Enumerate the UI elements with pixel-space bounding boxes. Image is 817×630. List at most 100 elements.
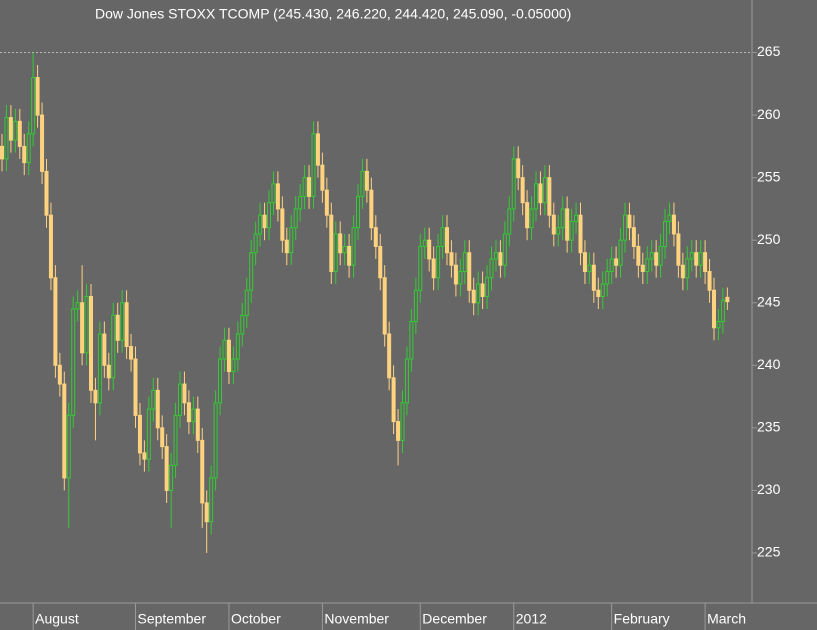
- candle-body: [62, 383, 67, 479]
- candle-body: [66, 414, 71, 479]
- candle-body: [712, 289, 716, 329]
- candle-body: [200, 439, 205, 504]
- candle-body: [84, 295, 89, 354]
- candle-body: [191, 408, 196, 423]
- candle-body: [244, 289, 249, 316]
- candle-body: [22, 145, 27, 164]
- candle-body: [574, 214, 579, 222]
- candle-body: [600, 283, 605, 297]
- candle-body: [80, 302, 85, 354]
- candle-body: [703, 252, 708, 272]
- candle-body: [53, 277, 58, 366]
- candle-body: [209, 477, 214, 523]
- candle-body: [507, 208, 512, 235]
- candle-body: [320, 164, 325, 191]
- candle-body: [667, 214, 672, 222]
- candle-body: [120, 302, 125, 341]
- candle-body: [569, 220, 574, 241]
- candle-body: [284, 239, 289, 254]
- candle-body: [262, 214, 267, 229]
- candle-body: [551, 214, 556, 235]
- candle-body: [400, 402, 405, 441]
- candle-body: [707, 270, 712, 291]
- candle-body: [431, 258, 436, 279]
- candle-body: [694, 252, 699, 266]
- y-tick-label: 225: [757, 544, 781, 560]
- x-tick-label: October: [231, 611, 281, 627]
- candle-body: [654, 252, 659, 266]
- candle-body: [511, 158, 516, 210]
- candle-body: [271, 183, 276, 204]
- candle-body: [556, 227, 561, 235]
- candle-body: [133, 358, 138, 416]
- candle-body: [663, 220, 668, 247]
- candle-body: [498, 252, 503, 266]
- candle-body: [164, 446, 169, 491]
- candle-body: [671, 214, 676, 235]
- candle-body: [640, 264, 645, 272]
- candle-body: [93, 389, 98, 404]
- candle-body: [480, 283, 485, 297]
- candle-body: [453, 264, 458, 285]
- chart-title: Dow Jones STOXX TCOMP (245.430, 246.220,…: [95, 6, 571, 22]
- candle-body: [596, 289, 601, 297]
- candle-body: [182, 383, 187, 404]
- candle-body: [222, 339, 227, 360]
- candle-body: [720, 299, 725, 323]
- x-tick-label: December: [422, 611, 487, 627]
- candle-body: [13, 120, 18, 141]
- candle-body: [160, 427, 165, 448]
- candle-body: [360, 170, 365, 197]
- candle-body: [649, 252, 654, 260]
- candle-body: [89, 295, 93, 391]
- candle-body: [685, 258, 690, 279]
- candle-body: [369, 189, 374, 229]
- candle-body: [471, 289, 476, 304]
- candle-body: [26, 133, 31, 164]
- y-tick-label: 255: [757, 168, 781, 184]
- candle-body: [0, 145, 4, 160]
- candle-body: [333, 233, 338, 272]
- candle-body: [534, 183, 538, 210]
- candle-body: [529, 208, 534, 229]
- candle-body: [485, 277, 490, 297]
- candle-body: [342, 245, 347, 254]
- candle-body: [445, 227, 449, 254]
- candle-body: [391, 377, 396, 423]
- candle-body: [302, 177, 307, 197]
- candle-body: [311, 133, 316, 197]
- candle-body: [614, 258, 619, 266]
- candle-body: [404, 358, 409, 404]
- candle-body: [111, 314, 116, 379]
- x-tick-label: March: [707, 611, 746, 627]
- candle-body: [186, 402, 191, 423]
- candle-body: [396, 421, 401, 441]
- candle-body: [44, 170, 49, 216]
- candle-body: [658, 245, 663, 266]
- candle-body: [462, 252, 467, 272]
- candle-body: [591, 264, 596, 291]
- candle-body: [631, 227, 636, 247]
- candle-body: [618, 239, 623, 266]
- y-tick-label: 265: [757, 43, 781, 59]
- candle-body: [645, 258, 650, 272]
- y-tick-label: 240: [757, 356, 781, 372]
- candle-body: [582, 252, 587, 272]
- candle-body: [31, 77, 36, 135]
- candle-body: [449, 252, 454, 266]
- candle-body: [315, 133, 320, 166]
- candle-body: [418, 245, 423, 291]
- candle-body: [623, 214, 627, 241]
- candle-body: [413, 289, 418, 323]
- candle-body: [502, 233, 507, 266]
- candle-body: [249, 252, 254, 291]
- candle-body: [240, 314, 245, 335]
- candle-body: [387, 333, 392, 379]
- candle-body: [137, 414, 142, 454]
- candle-body: [689, 252, 694, 260]
- candle-body: [680, 264, 685, 279]
- candle-body: [716, 321, 721, 329]
- candle-body: [155, 389, 160, 429]
- candle-body: [195, 408, 200, 441]
